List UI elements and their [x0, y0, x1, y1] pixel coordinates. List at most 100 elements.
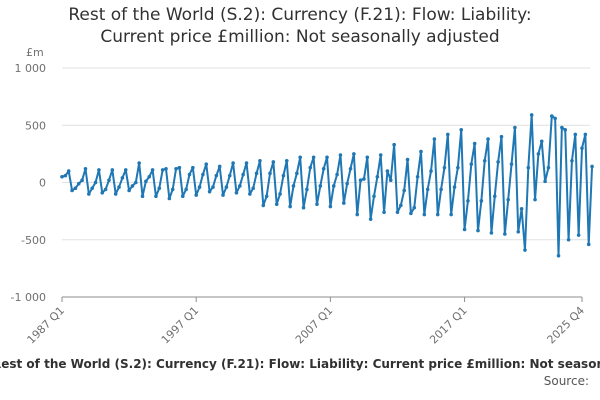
y-tick-label: -500: [21, 234, 46, 247]
data-point: [348, 166, 353, 171]
data-point: [144, 179, 148, 184]
data-point: [338, 153, 343, 157]
x-tick-label: 1997 Q1: [159, 304, 202, 347]
data-point: [563, 128, 568, 132]
data-point: [211, 185, 215, 189]
y-tick-label: -1 000: [11, 291, 46, 304]
data-point: [352, 152, 356, 156]
data-point: [482, 158, 487, 163]
data-point: [295, 171, 299, 176]
data-point: [368, 217, 373, 221]
data-point: [466, 199, 470, 203]
footer-source: Source:: [543, 374, 589, 388]
data-point: [492, 194, 497, 199]
data-point: [586, 242, 591, 247]
data-point: [90, 186, 94, 191]
data-point: [372, 194, 376, 199]
data-point: [459, 128, 464, 132]
data-point: [405, 157, 410, 162]
y-axis: 1 000 500 0 -500 -1 000: [11, 62, 46, 304]
data-point: [204, 162, 209, 166]
data-point: [100, 191, 105, 195]
data-point: [170, 187, 175, 192]
data-point: [539, 139, 544, 144]
y-unit-label: £m: [26, 46, 44, 59]
data-point: [103, 187, 108, 192]
data-point: [80, 178, 84, 183]
data-point: [113, 192, 118, 196]
gridlines: [62, 67, 590, 241]
data-point: [496, 160, 500, 164]
data-point: [472, 141, 477, 146]
data-point: [308, 165, 313, 170]
series-line: [61, 113, 594, 257]
x-tick-label: 2025 Q4: [545, 304, 588, 347]
data-point: [147, 174, 152, 179]
data-point: [469, 162, 474, 166]
data-point: [238, 184, 242, 188]
data-point: [93, 180, 98, 185]
data-point: [214, 173, 219, 178]
data-point: [137, 161, 141, 165]
data-point: [388, 178, 393, 183]
data-point: [73, 186, 78, 191]
x-tick-label: 2007 Q1: [293, 304, 336, 347]
data-point: [177, 165, 182, 170]
data-point: [248, 192, 252, 196]
data-point: [583, 132, 588, 137]
data-point: [261, 203, 266, 208]
data-point: [489, 231, 494, 235]
series: [60, 113, 594, 258]
data-point: [385, 169, 390, 173]
data-point: [486, 137, 490, 141]
footer-title: Rest of the World (S.2): Currency (F.21)…: [0, 357, 600, 371]
data-point: [375, 174, 380, 179]
data-point: [429, 169, 433, 173]
data-point: [97, 168, 101, 172]
data-point: [516, 229, 521, 234]
data-point: [543, 179, 547, 184]
data-point: [291, 184, 296, 188]
data-point: [254, 171, 259, 176]
data-point: [513, 125, 517, 130]
data-point: [231, 161, 235, 165]
data-point: [66, 169, 71, 173]
data-point: [321, 166, 326, 171]
data-point: [127, 188, 131, 193]
data-point: [305, 187, 309, 192]
chart-title-line-1: Rest of the World (S.2): Currency (F.21)…: [68, 5, 532, 25]
y-tick-label: 0: [39, 177, 46, 190]
data-point: [284, 158, 289, 163]
data-point: [76, 181, 81, 186]
data-point: [227, 173, 232, 178]
data-point: [140, 194, 145, 199]
data-point: [452, 185, 457, 189]
data-point: [117, 185, 121, 189]
chart-title: Rest of the World (S.2): Currency (F.21)…: [0, 4, 600, 48]
data-point: [509, 162, 514, 166]
data-point: [533, 197, 537, 202]
data-point: [546, 165, 551, 170]
data-point: [462, 227, 467, 232]
data-point: [570, 158, 574, 163]
data-point: [60, 174, 64, 179]
data-point: [362, 177, 366, 181]
data-point: [412, 205, 417, 210]
data-point: [523, 248, 527, 252]
data-point: [301, 205, 306, 210]
data-point: [87, 192, 91, 196]
data-point: [479, 199, 484, 203]
data-point: [550, 114, 554, 118]
data-point: [432, 137, 437, 141]
data-point: [274, 202, 279, 207]
data-point: [409, 211, 413, 216]
x-axis: 1987 Q1 1997 Q1 2007 Q1 2017 Q1 2025 Q4: [25, 296, 588, 347]
data-point: [241, 172, 245, 177]
data-point: [258, 158, 262, 163]
data-point: [345, 181, 349, 186]
data-point: [529, 113, 534, 117]
data-point: [382, 210, 386, 215]
data-point: [566, 237, 571, 242]
data-point: [184, 187, 188, 192]
